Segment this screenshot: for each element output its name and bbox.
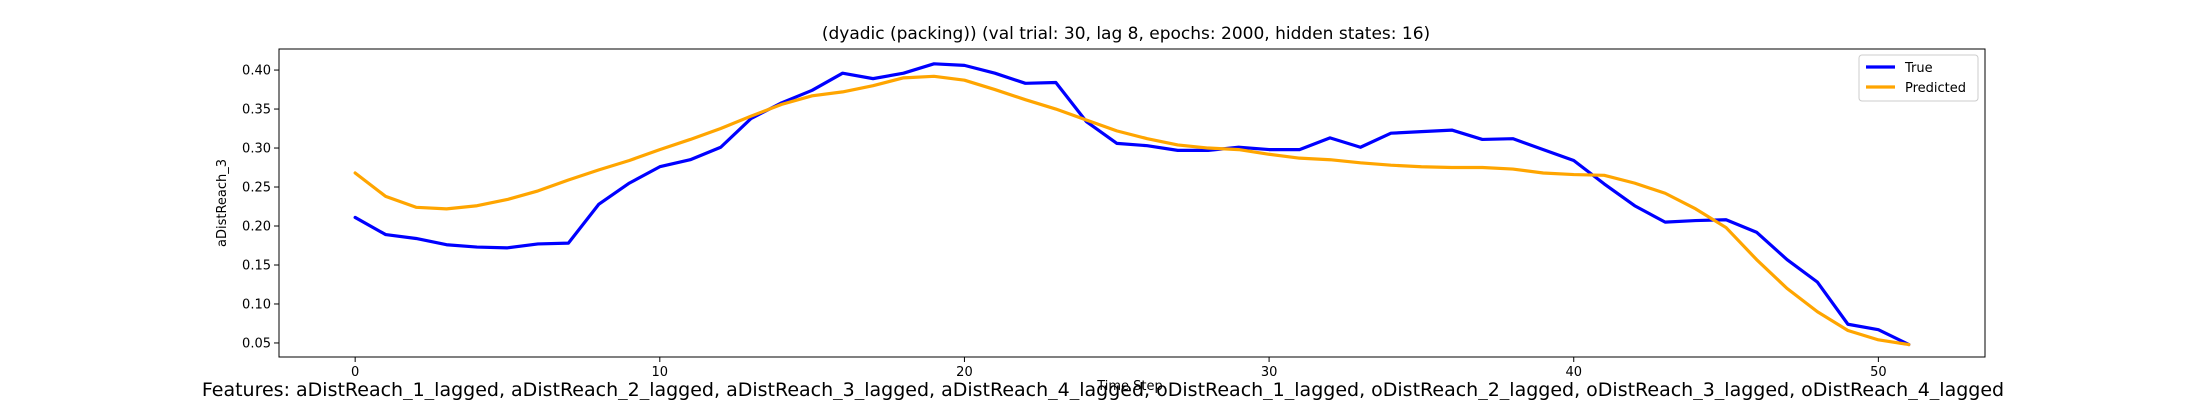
x-tick-label: 20 xyxy=(956,365,973,380)
x-tick-label: 40 xyxy=(1565,365,1582,380)
y-tick-label: 0.15 xyxy=(242,258,271,273)
legend: True Predicted xyxy=(1858,54,1979,102)
y-tick-label: 0.20 xyxy=(242,220,271,235)
x-axis: 0 10 20 30 40 50 xyxy=(351,357,1887,380)
y-tick-label: 0.30 xyxy=(242,142,271,157)
x-tick-label: 0 xyxy=(351,365,359,380)
x-axis-label: Time Step xyxy=(1096,379,1163,394)
series-line-true xyxy=(353,62,1911,347)
x-tick-label: 50 xyxy=(1870,365,1887,380)
y-tick-label: 0.05 xyxy=(242,336,271,351)
y-tick-label: 0.25 xyxy=(242,181,271,196)
y-tick-label: 0.10 xyxy=(242,297,271,312)
x-tick-label: 30 xyxy=(1261,365,1278,380)
series-layer xyxy=(353,62,1911,347)
legend-label-predicted: Predicted xyxy=(1905,81,1966,96)
features-footer: Features: aDistReach_1_lagged, aDistReac… xyxy=(202,379,2004,400)
y-axis: 0.05 0.10 0.15 0.20 0.25 0.30 0.35 0.40 xyxy=(242,64,279,351)
y-axis-label: aDistReach_3 xyxy=(215,159,230,247)
y-tick-label: 0.40 xyxy=(242,64,271,79)
legend-label-true: True xyxy=(1904,61,1933,76)
x-tick-label: 10 xyxy=(652,365,669,380)
series-line-predicted xyxy=(353,74,1911,347)
y-tick-label: 0.35 xyxy=(242,103,271,118)
chart-title: (dyadic (packing)) (val trial: 30, lag 8… xyxy=(822,24,1430,44)
plot-area-frame xyxy=(278,48,1986,358)
